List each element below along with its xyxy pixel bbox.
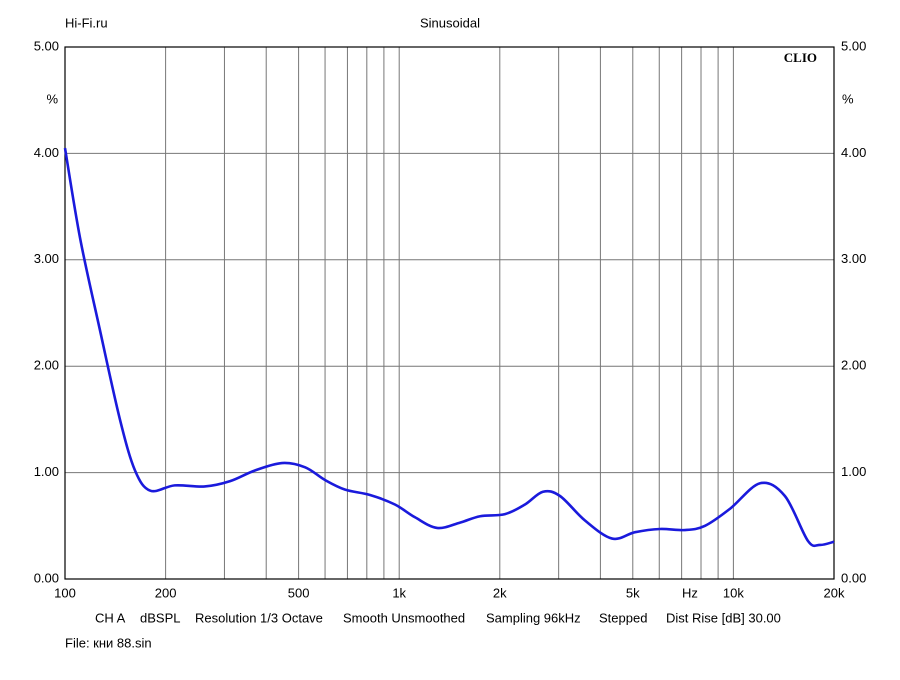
x-tick-label: 5k [626, 585, 640, 600]
footer-item: Dist Rise [dB] 30.00 [666, 610, 781, 625]
footer-item: Sampling 96kHz [486, 610, 581, 625]
y-tick-label: 4.00 [34, 145, 59, 160]
x-tick-label: 500 [288, 585, 310, 600]
data-line [63, 147, 835, 548]
x-tick-label: 200 [155, 585, 177, 600]
y-tick-label-right: 2.00 [841, 358, 866, 373]
x-tick-label: 2k [493, 585, 507, 600]
chart-title: Sinusoidal [420, 15, 480, 30]
y-tick-label-right: 5.00 [841, 38, 866, 53]
y-tick-label-right: 0.00 [841, 570, 866, 585]
footer-item: Stepped [599, 610, 647, 625]
footer-item: dBSPL [140, 610, 180, 625]
x-tick-label: 20k [824, 585, 845, 600]
legend-entry: CH A [95, 610, 126, 625]
x-tick-label: 1k [392, 585, 406, 600]
x-unit: Hz [682, 585, 698, 600]
footer-item: Resolution 1/3 Octave [195, 610, 323, 625]
y-tick-label: 3.00 [34, 251, 59, 266]
file-name: File: кни 88.sin [65, 635, 152, 650]
x-tick-label: 100 [54, 585, 76, 600]
plot-frame [64, 46, 835, 580]
footer-item: Smooth Unsmoothed [343, 610, 465, 625]
y-unit-right: % [842, 91, 854, 106]
brand: CLIO [784, 50, 817, 65]
header-left: Hi-Fi.ru [65, 15, 108, 30]
y-tick-label: 0.00 [34, 570, 59, 585]
y-tick-label: 2.00 [34, 358, 59, 373]
y-unit: % [46, 91, 58, 106]
y-tick-label: 1.00 [34, 464, 59, 479]
x-tick-label: 10k [723, 585, 744, 600]
y-tick-label-right: 3.00 [841, 251, 866, 266]
y-tick-label-right: 4.00 [841, 145, 866, 160]
y-tick-label-right: 1.00 [841, 464, 866, 479]
y-tick-label: 5.00 [34, 38, 59, 53]
